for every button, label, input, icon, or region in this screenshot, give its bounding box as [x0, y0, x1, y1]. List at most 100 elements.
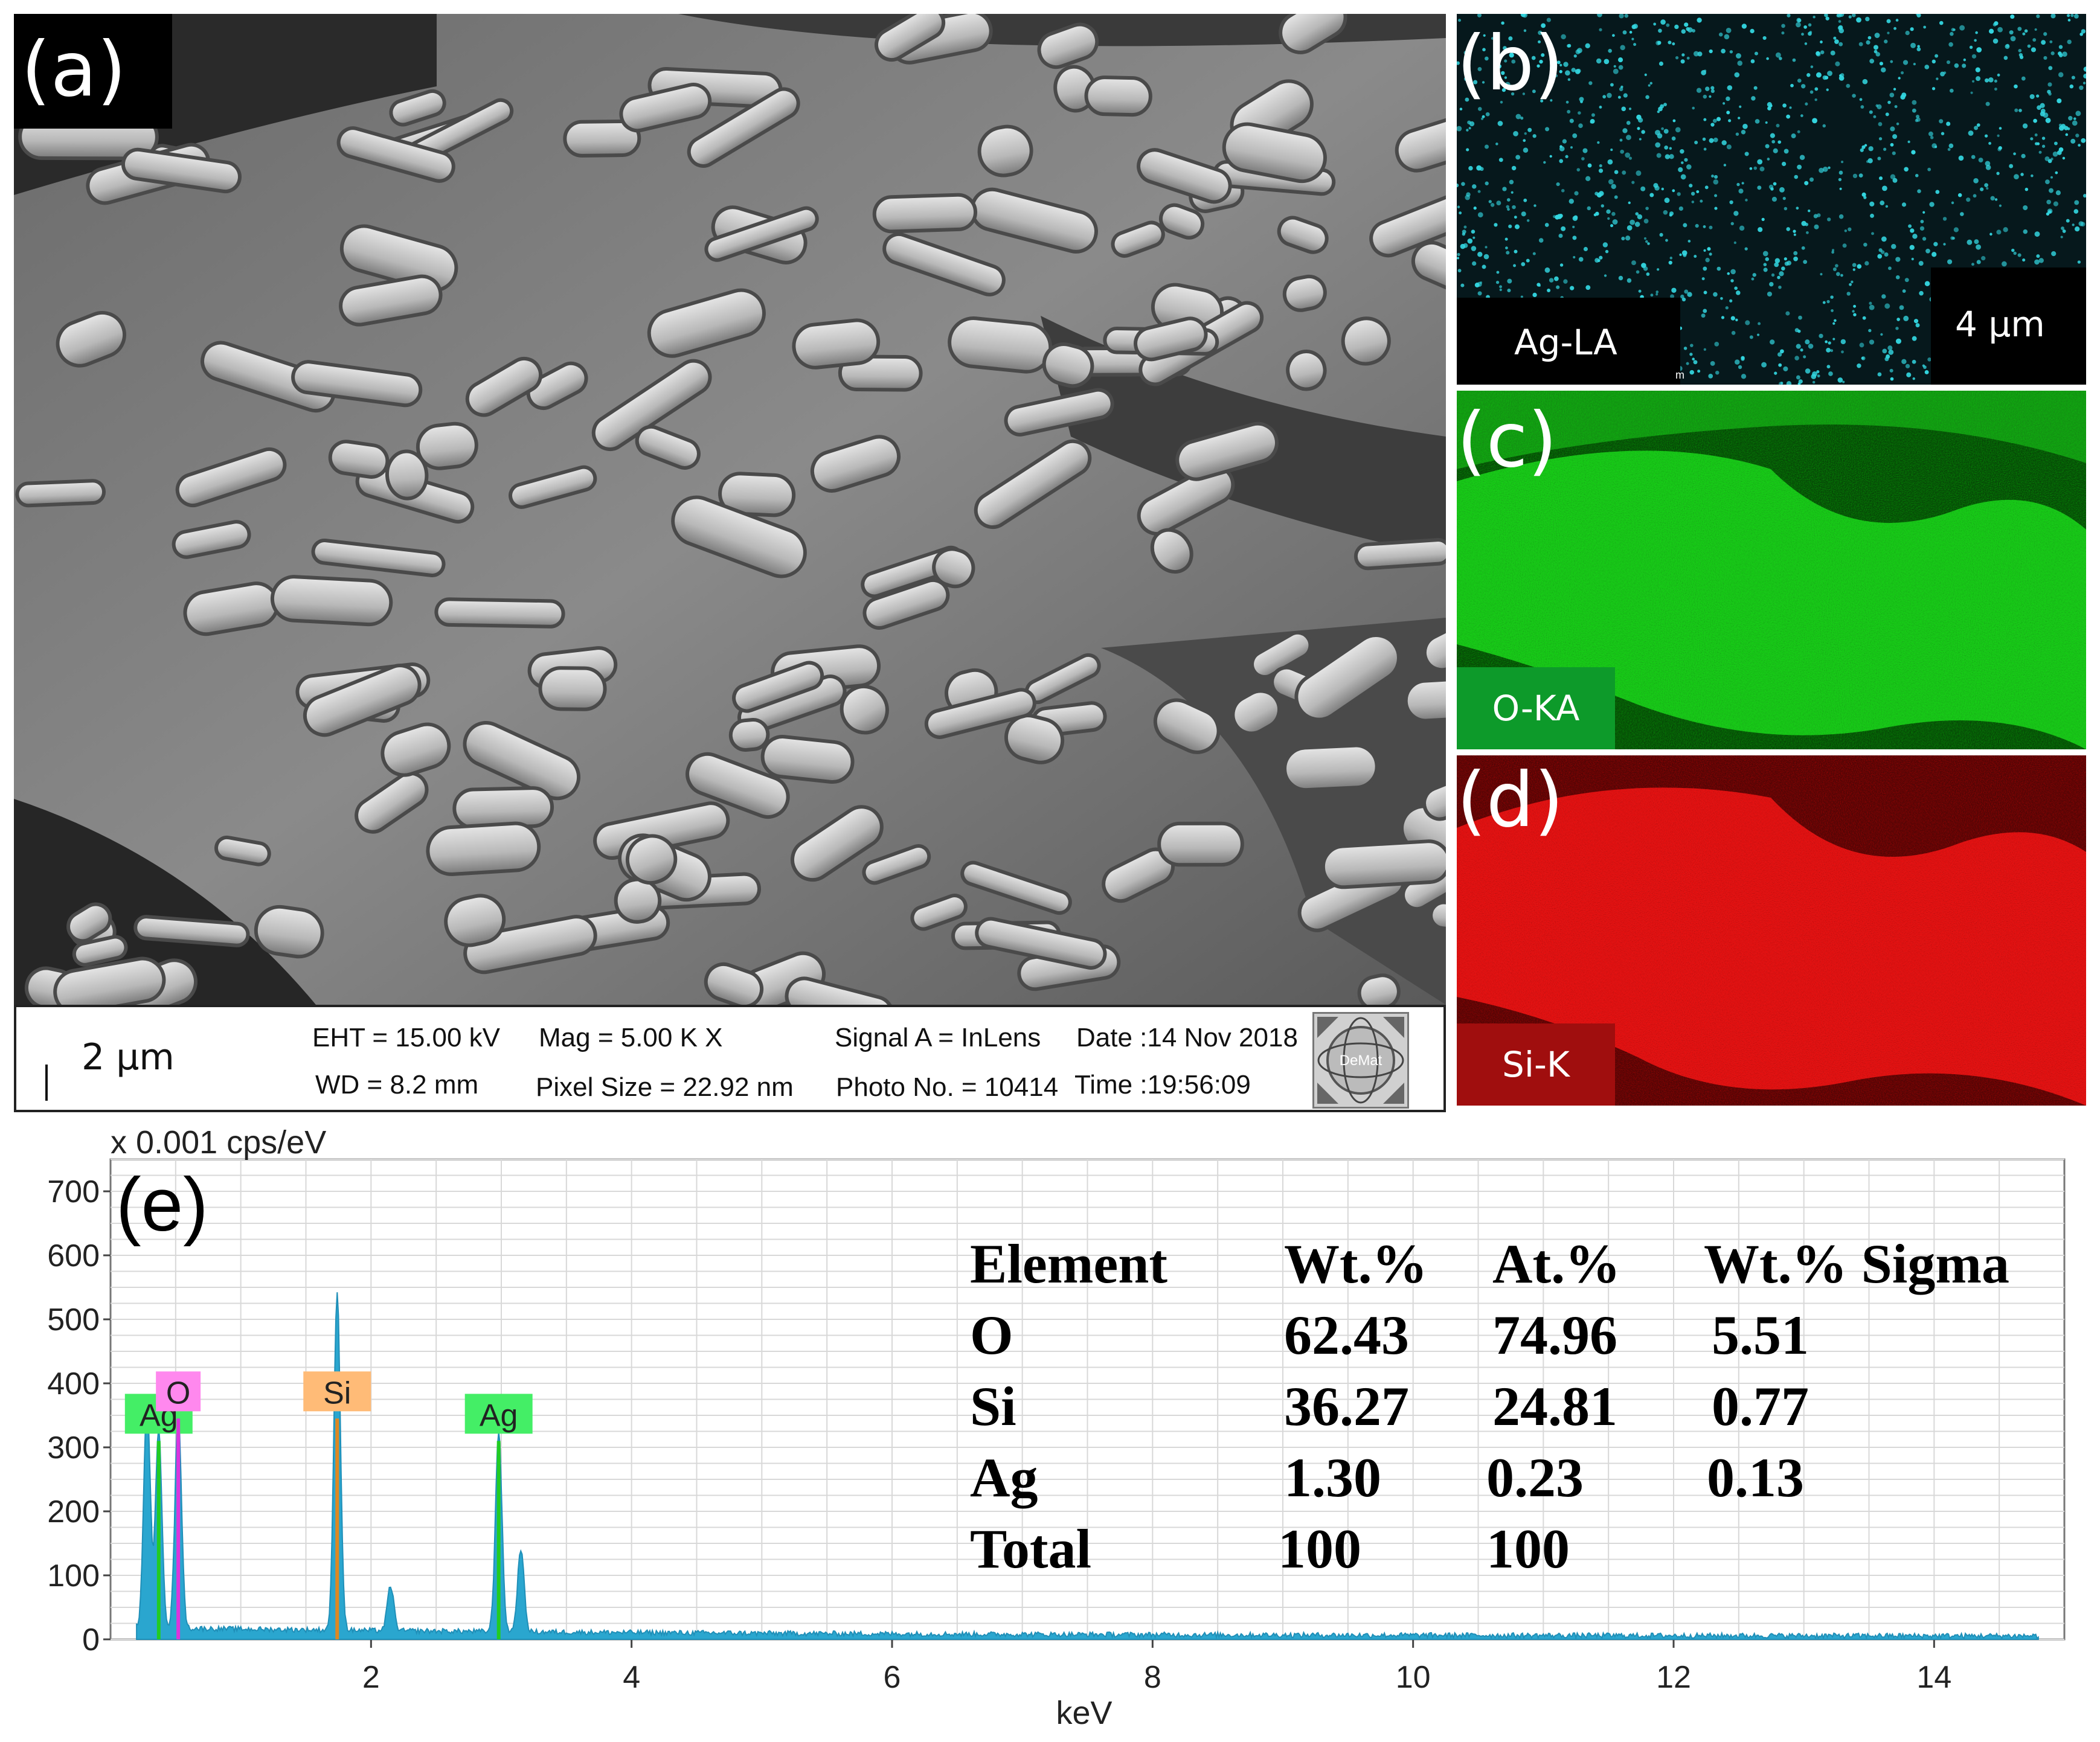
ag-dot	[1697, 370, 1701, 373]
ag-dot	[1593, 213, 1597, 217]
ag-dot	[2083, 66, 2086, 72]
ag-dot	[1928, 131, 1933, 136]
ag-dot	[1559, 159, 1564, 164]
ag-dot	[1702, 137, 1706, 141]
ag-dot	[2010, 14, 2015, 19]
ag-dot	[1686, 27, 1690, 31]
ag-dot	[1563, 279, 1568, 284]
ag-dot	[1781, 24, 1785, 28]
sem-particle	[687, 87, 800, 168]
ag-dot	[1559, 69, 1562, 74]
date-value: Date :14 Nov 2018	[1076, 1023, 1298, 1052]
ag-dot	[1922, 237, 1927, 241]
ag-dot	[1658, 61, 1664, 66]
ag-dot	[1830, 50, 1835, 56]
ag-dot	[1857, 363, 1861, 368]
ag-dot	[1672, 42, 1675, 46]
sem-particle	[1341, 316, 1391, 366]
ag-dot	[1980, 187, 1984, 191]
ag-dot	[1765, 257, 1770, 261]
ag-dot	[1628, 201, 1631, 205]
ag-dot	[2062, 156, 2066, 160]
ag-dot	[1870, 213, 1874, 218]
sem-particle	[1321, 839, 1446, 889]
table-row-ag-element: Ag	[970, 1447, 1038, 1508]
ag-dot	[1888, 349, 1894, 355]
ag-dot	[1817, 374, 1820, 378]
ag-dot	[1619, 14, 1624, 19]
ag-dot	[1881, 236, 1887, 242]
ag-dot	[1834, 39, 1839, 44]
ag-dot	[1852, 94, 1856, 98]
ag-dot	[1672, 119, 1676, 123]
ag-dot	[1976, 260, 1981, 264]
ag-dot	[1618, 275, 1623, 281]
ag-dot	[1721, 48, 1726, 54]
ag-dot	[1755, 119, 1760, 124]
ag-dot	[1726, 27, 1732, 33]
ag-dot	[1482, 48, 1486, 52]
ag-dot	[1628, 156, 1633, 160]
table-row-total-wt: 100	[1278, 1518, 1361, 1580]
element-marker-tag	[303, 1371, 371, 1412]
ag-dot	[1859, 98, 1863, 101]
ag-dot	[1739, 225, 1745, 231]
ag-dot	[1622, 128, 1628, 133]
ag-dot	[1602, 242, 1608, 248]
ag-dot	[1777, 352, 1782, 357]
ag-dot	[1690, 344, 1694, 347]
ag-dot	[1686, 362, 1689, 365]
ag-dot	[1808, 344, 1814, 349]
ag-dot	[1801, 246, 1805, 250]
ag-dot	[2050, 14, 2056, 19]
ag-dot	[2027, 44, 2031, 48]
ag-dot	[1951, 28, 1955, 31]
ag-dot	[1649, 82, 1652, 85]
ag-dot	[1804, 42, 1808, 45]
ag-dot	[1912, 359, 1916, 364]
ag-dot	[1935, 54, 1939, 58]
ag-dot	[1620, 45, 1625, 51]
ag-dot	[1971, 263, 1974, 266]
element-marker-tag	[464, 1394, 533, 1434]
ag-dot	[1826, 365, 1831, 369]
ag-dot	[1840, 274, 1843, 277]
element-marker-label: O	[166, 1375, 190, 1411]
ag-dot	[1819, 333, 1823, 339]
ag-dot	[1541, 23, 1546, 28]
ag-dot	[1533, 204, 1536, 207]
ag-dot	[1466, 192, 1471, 197]
ag-dot	[1620, 149, 1625, 154]
ag-dot	[1482, 115, 1485, 118]
sem-particle	[974, 439, 1092, 530]
ag-dot	[2036, 254, 2040, 258]
ag-dot	[1640, 186, 1646, 191]
ag-dot	[1887, 31, 1890, 34]
ag-dot	[1693, 360, 1698, 365]
ag-dot	[2078, 144, 2081, 147]
sem-particle	[1277, 216, 1329, 254]
ag-dot	[1457, 205, 1460, 208]
ag-dot	[1709, 252, 1712, 256]
ag-dot	[1506, 251, 1510, 255]
ag-dot	[1477, 14, 1482, 18]
ag-dot	[1931, 252, 1937, 257]
ag-dot	[2017, 253, 2021, 257]
ag-dot	[1810, 65, 1814, 68]
ag-dot	[1468, 127, 1471, 130]
ag-dot	[2083, 74, 2086, 79]
ag-dot	[1770, 339, 1775, 345]
ag-dot	[1771, 196, 1777, 202]
ag-dot	[1796, 375, 1800, 380]
ag-dot	[1881, 294, 1886, 299]
ag-dot	[1611, 184, 1616, 190]
ag-dot	[1657, 110, 1660, 114]
ag-dot	[1660, 104, 1665, 109]
ag-dot	[1707, 247, 1711, 251]
ag-dot	[2067, 14, 2070, 18]
ag-dot	[1806, 231, 1809, 234]
ag-dot	[1710, 123, 1715, 127]
ag-dot	[1697, 18, 1702, 23]
ag-dot	[1831, 249, 1835, 252]
ag-dot	[1668, 40, 1672, 45]
